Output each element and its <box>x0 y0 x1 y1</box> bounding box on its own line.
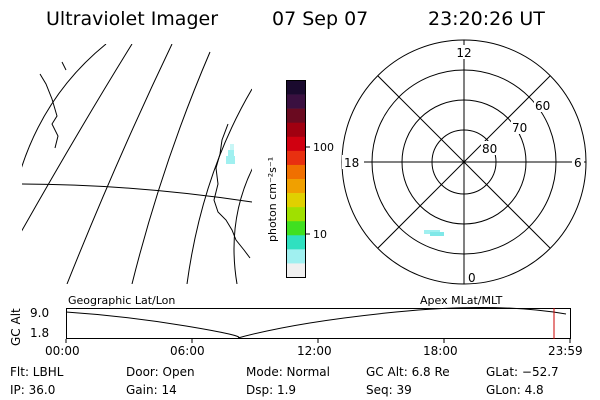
longitude-arc <box>233 168 252 284</box>
aurora-patch <box>226 144 235 164</box>
info-glat: GLat: −52.7 <box>486 365 559 379</box>
colorbar-stripe <box>286 108 306 124</box>
coastline <box>213 123 251 259</box>
colorbar-tick: 100 <box>313 141 334 154</box>
timeline-tick: 12:00 <box>297 344 332 358</box>
colorbar-stripe <box>286 136 306 152</box>
colorbar-label-svg: photon cm⁻²s⁻¹ <box>266 157 279 242</box>
polar-aurora-patch <box>424 230 444 236</box>
timeline-ymin: 1.8 <box>30 326 50 340</box>
altitude-curve <box>65 306 567 339</box>
coastline <box>39 73 59 149</box>
polar-label-80: 80 <box>482 142 497 156</box>
polar-label-0: 0 <box>468 271 476 285</box>
polar-label-18: 18 <box>344 156 359 170</box>
colorbar-stripe <box>286 94 306 109</box>
time-label: 23:20:26 UT <box>428 8 545 30</box>
timeline-left-label: Geographic Lat/Lon <box>68 294 176 307</box>
timeline-ylabel: GC Alt <box>9 308 23 346</box>
colorbar-stripe <box>286 207 306 222</box>
info-flt: Flt: LBHL <box>10 365 64 379</box>
coastline <box>61 61 67 71</box>
colorbar-stripe <box>286 122 306 138</box>
colorbar-stripe <box>286 235 306 250</box>
polar-label-12: 12 <box>456 46 471 60</box>
date-label: 07 Sep 07 <box>272 8 369 30</box>
info-dsp: Dsp: 1.9 <box>246 383 297 397</box>
timeline-ylabel-svg: GC Alt <box>9 308 23 346</box>
timeline-right-label: Apex MLat/MLT <box>420 294 503 307</box>
info-door: Door: Open <box>126 365 195 379</box>
colorbar-stripe <box>286 263 306 278</box>
colorbar-tick: 10 <box>313 228 327 241</box>
polar-label-60: 60 <box>535 99 550 113</box>
timeline-ymax: 9.0 <box>30 306 50 320</box>
info-mode: Mode: Normal <box>246 365 330 379</box>
colorbar-stripe <box>286 179 306 194</box>
longitude-arc <box>66 44 173 284</box>
polar-label-6: 6 <box>574 156 582 170</box>
polar-label-70: 70 <box>512 121 527 135</box>
longitude-arc <box>131 51 211 284</box>
colorbar-stripe <box>286 221 306 236</box>
timeline-tick: 06:00 <box>170 344 205 358</box>
info-seq: Seq: 39 <box>366 383 412 397</box>
colorbar-axis: 100 10 <box>306 141 334 241</box>
colorbar-stripe <box>286 164 306 180</box>
timeline-plot <box>65 306 571 343</box>
longitude-arc <box>22 44 133 232</box>
colorbar-label: photon cm⁻²s⁻¹ <box>266 157 279 242</box>
colorbar-stripe <box>286 150 306 166</box>
longitude-arc <box>22 44 107 168</box>
info-ip: IP: 36.0 <box>10 383 56 397</box>
longitude-arc <box>186 88 252 284</box>
geographic-map <box>22 44 252 284</box>
colorbar <box>286 80 306 278</box>
colorbar-stripe <box>286 80 306 95</box>
header: Ultraviolet Imager 07 Sep 07 23:20:26 UT <box>0 0 600 40</box>
timeline-tick: 18:00 <box>423 344 458 358</box>
colorbar-stripe <box>286 249 306 264</box>
info-gcalt: GC Alt: 6.8 Re <box>366 365 450 379</box>
imager-title: Ultraviolet Imager <box>46 8 219 30</box>
info-gain: Gain: 14 <box>126 383 177 397</box>
info-glon: GLon: 4.8 <box>486 383 544 397</box>
colorbar-stripe <box>286 193 306 208</box>
timeline-tick: 00:00 <box>45 344 80 358</box>
polar-plot: 12 18 6 0 60 70 80 <box>341 39 587 285</box>
latitude-line <box>22 183 252 203</box>
timeline-tick: 23:59 <box>548 344 583 358</box>
